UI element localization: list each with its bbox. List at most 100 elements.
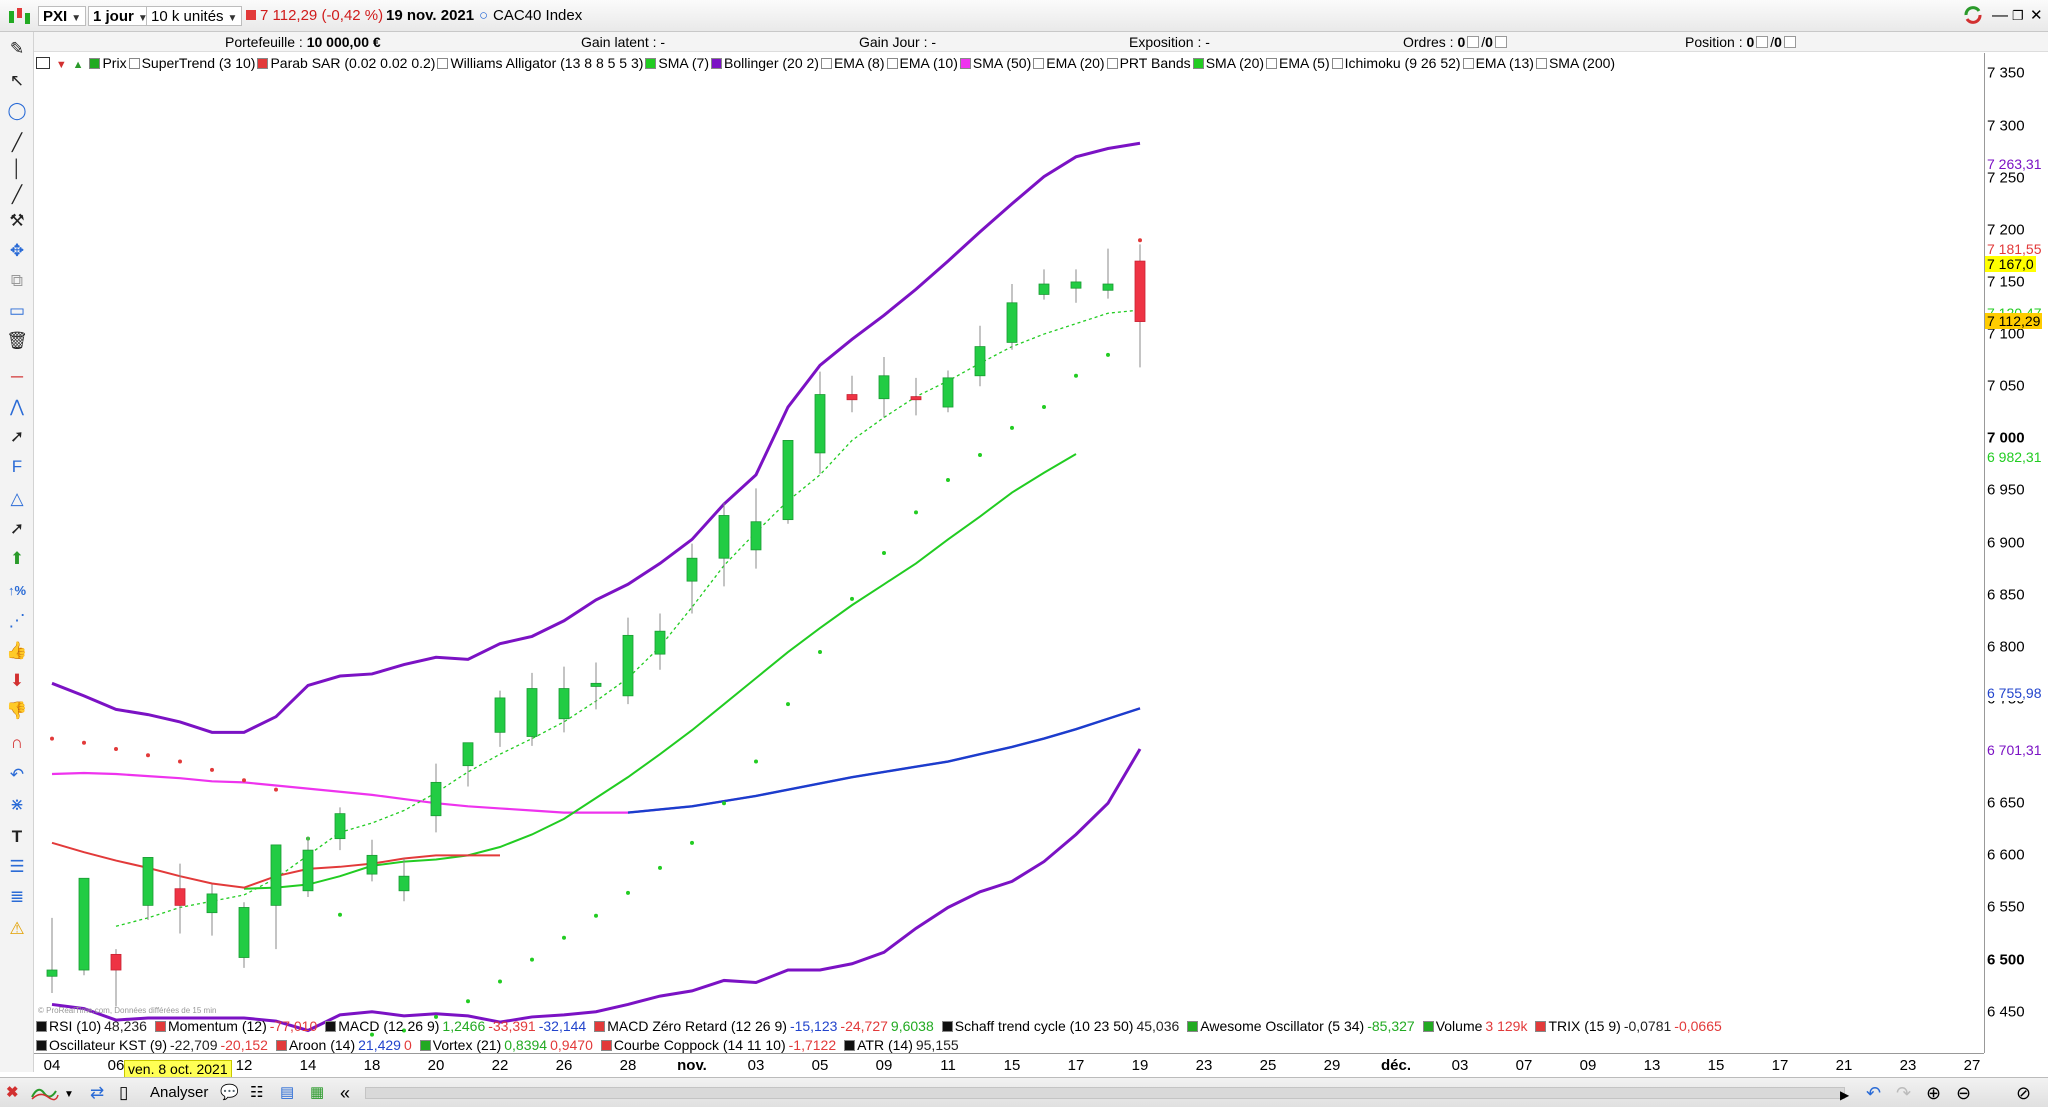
trendline-icon[interactable]: ╱ <box>11 185 23 204</box>
close-chart-icon[interactable]: ✖ <box>6 1084 19 1101</box>
zoom-out-icon[interactable]: ⊖ <box>1956 1083 1972 1103</box>
price-tag: 7 112,29 <box>1985 313 2043 330</box>
triangle-icon[interactable]: △ <box>10 489 24 508</box>
indicator-menu-icon[interactable]: ▼ <box>30 1083 76 1109</box>
trash-icon[interactable]: 🗑 <box>6 331 28 350</box>
indicator-item[interactable]: Awesome Oscillator (5 34) -85,327 <box>1187 1017 1415 1035</box>
indicator-item[interactable]: Momentum (12) -77,010 <box>154 1017 317 1035</box>
text-icon[interactable]: T <box>11 827 23 846</box>
zoom-fit-icon[interactable]: ⊘ <box>2016 1083 2032 1103</box>
restore-icon[interactable]: ❐ <box>2012 8 2024 23</box>
tools-icon[interactable]: ⚒ <box>9 211 25 230</box>
layout-icon[interactable]: ▯ <box>119 1083 129 1102</box>
up-green-icon[interactable]: ▲ <box>72 59 84 71</box>
legend-item[interactable]: SuperTrend (3 10) <box>128 54 255 72</box>
indicator-item[interactable]: ATR (14) 95,155 <box>844 1036 959 1054</box>
undo-icon[interactable]: ↶ <box>1866 1083 1882 1103</box>
legend-item[interactable]: EMA (5) <box>1266 54 1330 72</box>
regression-icon[interactable]: ⋰ <box>8 611 26 630</box>
units-selector[interactable]: 10 k unités ▼ <box>146 6 243 26</box>
y-tick-label: 7 000 <box>1987 429 2025 447</box>
indicator-item[interactable]: MACD (12 26 9) 1,2466 -33,391 -32,144 <box>325 1017 586 1035</box>
price-axis[interactable]: 7 350 7 300 7 250 7 200 7 150 7 100 7 050 7 000… <box>1984 53 2048 1053</box>
indicator-item[interactable]: Oscillateur KST (9) -22,709 -20,152 <box>36 1036 268 1054</box>
indicator-item[interactable]: TRIX (15 9) -0,0781 -0,0665 <box>1535 1017 1722 1035</box>
rectangle-icon[interactable]: ▭ <box>8 301 26 320</box>
timeframe-selector[interactable]: 1 jour ▼ <box>88 6 153 26</box>
magnet-icon[interactable]: ∩ <box>10 733 24 752</box>
zoom-in-icon[interactable]: ⊕ <box>1926 1083 1942 1103</box>
ray-icon[interactable]: ➚ <box>9 427 25 446</box>
share-icon[interactable]: ⇄ <box>90 1083 105 1102</box>
checkbox-icon[interactable] <box>1756 36 1769 48</box>
legend-item[interactable]: SMA (7) <box>645 54 709 72</box>
legend-item[interactable]: EMA (8) <box>820 54 885 72</box>
scroll-right-icon[interactable]: ▶ <box>1840 1088 1850 1102</box>
vertical-line-icon[interactable]: │ <box>11 159 23 178</box>
warning-icon[interactable]: ⚠ <box>9 919 25 938</box>
down-arrow-icon[interactable]: ⬇ <box>9 671 25 690</box>
redo-icon[interactable]: ↷ <box>1896 1083 1912 1103</box>
checkbox-icon[interactable] <box>1494 36 1507 48</box>
price-chart[interactable]: © ProRealTime.com, Données différées de … <box>34 53 1984 1053</box>
legend-item[interactable]: EMA (20) <box>1033 54 1105 72</box>
undo-drawing-icon[interactable]: ↶ <box>9 765 25 784</box>
chart-type-icon[interactable] <box>6 5 36 25</box>
cursor-icon[interactable]: ↖ <box>9 71 25 90</box>
scroll-left-double-icon[interactable]: « <box>340 1083 351 1103</box>
list-icon[interactable]: ☷ <box>250 1084 264 1101</box>
legend-item[interactable]: Prix <box>89 54 127 72</box>
legend-item[interactable]: Parab SAR (0.02 0.02 0.2) <box>257 54 435 72</box>
fib-lines-icon[interactable]: ☰ <box>9 857 25 876</box>
symbol-selector[interactable]: PXI ▼ <box>38 6 87 26</box>
horizontal-scrollbar[interactable] <box>365 1087 1845 1099</box>
pattern-icon[interactable]: ⋀ <box>10 397 24 416</box>
legend-item[interactable]: Williams Alligator (13 8 8 5 5 3) <box>437 54 643 72</box>
window-icon[interactable] <box>36 57 50 69</box>
indicator-item[interactable]: MACD Zéro Retard (12 26 9) -15,123 -24,727… <box>594 1017 934 1035</box>
segment-icon[interactable]: ╱ <box>11 133 23 152</box>
indicator-item[interactable]: Vortex (21) 0,8394 0,9470 <box>419 1036 593 1054</box>
horizontal-line-icon[interactable]: ─ <box>10 367 24 386</box>
down-red-icon[interactable]: ▼ <box>55 59 67 71</box>
copy-icon[interactable]: ⧉ <box>10 271 24 290</box>
screener-icon[interactable]: ▤ <box>280 1084 295 1101</box>
candle-body <box>1070 281 1082 289</box>
sar-dot <box>626 890 630 895</box>
percent-icon[interactable]: ↑% <box>7 583 27 598</box>
arrow-icon[interactable]: ➚ <box>9 519 25 538</box>
minimize-icon[interactable]: — <box>1992 7 2008 24</box>
gann-icon[interactable]: ⋇ <box>9 795 25 814</box>
instrument-name[interactable]: CAC40 Index <box>493 7 583 24</box>
legend-item[interactable]: SMA (20) <box>1192 54 1264 72</box>
indicator-item[interactable]: RSI (10) 48,236 <box>36 1017 147 1035</box>
chat-icon[interactable]: 💬 <box>220 1084 239 1101</box>
checkbox-icon[interactable] <box>1783 36 1796 48</box>
checkbox-icon[interactable] <box>1467 36 1480 48</box>
pencil-icon[interactable]: ✎ <box>9 39 25 58</box>
legend-item[interactable]: Ichimoku (9 26 52) <box>1331 54 1461 72</box>
legend-item[interactable]: EMA (13) <box>1462 54 1534 72</box>
move-icon[interactable]: ✥ <box>9 241 25 260</box>
indicator-item[interactable]: Courbe Coppock (14 11 10) -1,7122 <box>600 1036 836 1054</box>
legend-item[interactable]: PRT Bands <box>1106 54 1191 72</box>
up-arrow-icon[interactable]: ⬆ <box>9 549 25 568</box>
tool-icon[interactable]: ▦ <box>310 1084 325 1101</box>
legend-item[interactable]: SMA (50) <box>959 54 1031 72</box>
analyser-button[interactable]: Analyser <box>150 1084 209 1101</box>
sync-icon[interactable] <box>1962 4 1984 24</box>
close-icon[interactable]: ✕ <box>2030 7 2043 24</box>
lasso-icon[interactable]: ◯ <box>7 101 27 120</box>
indicator-item[interactable]: Schaff trend cycle (10 23 50) 45,036 <box>941 1017 1179 1035</box>
indicator-swatch <box>1535 1021 1547 1032</box>
thumbs-up-icon[interactable]: 👍 <box>6 641 28 660</box>
candle-body <box>686 557 698 582</box>
indicator-item[interactable]: Aroon (14) 21,429 0 <box>275 1036 412 1054</box>
fibonacci-icon[interactable]: F <box>11 457 23 476</box>
legend-item[interactable]: EMA (10) <box>886 54 958 72</box>
legend-item[interactable]: Bollinger (20 2) <box>711 54 819 72</box>
indicator-item[interactable]: Volume 3 129k <box>1422 1017 1527 1035</box>
legend-item[interactable]: SMA (200) <box>1535 54 1615 72</box>
fib-fan-icon[interactable]: ≣ <box>9 887 25 906</box>
thumbs-down-icon[interactable]: 👎 <box>6 701 28 720</box>
